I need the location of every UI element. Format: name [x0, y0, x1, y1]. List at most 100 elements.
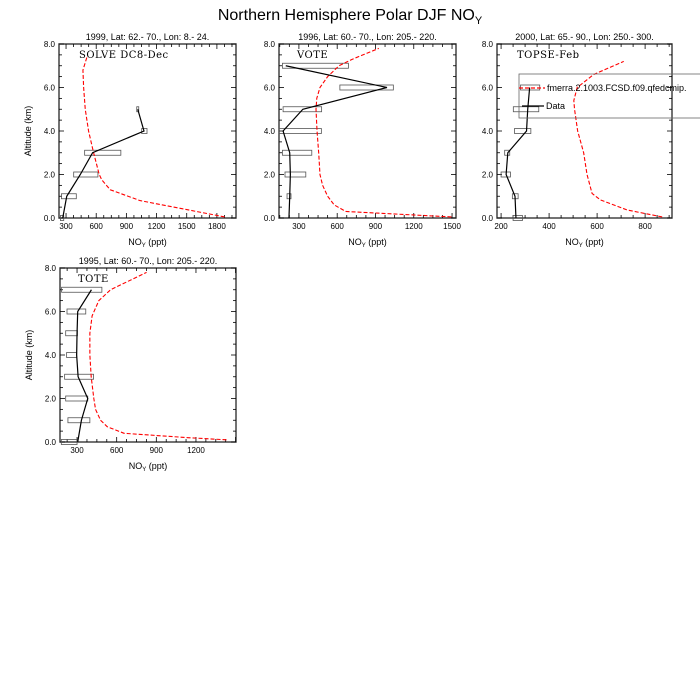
y-tick-label: 2.0	[44, 171, 56, 180]
panel-subtitle: 1999, Lat: 62.- 70., Lon: 8.- 24.	[86, 32, 210, 42]
panel-3: 2000, Lat: 65.- 90., Lon: 250.- 300.0.02…	[482, 32, 700, 249]
data-range-box	[512, 215, 523, 221]
y-tick-label: 2.0	[264, 171, 276, 180]
model-line	[89, 271, 227, 441]
x-tick-label: 600	[331, 222, 345, 231]
legend-box	[518, 73, 700, 119]
campaign-label: VOTE	[296, 50, 328, 61]
x-tick-label: 1500	[178, 222, 196, 231]
y-tick-label: 8.0	[264, 40, 276, 49]
data-line	[505, 87, 531, 219]
data-range-box	[67, 417, 91, 424]
data-range-box	[61, 193, 77, 200]
data-range-box	[136, 106, 140, 113]
y-tick-label: 2.0	[45, 395, 57, 404]
y-tick-label: 2.0	[482, 171, 494, 180]
data-range-box	[284, 171, 307, 178]
data-range-box	[282, 149, 313, 156]
legend-data-label: Data	[546, 101, 565, 111]
x-tick-label: 1500	[443, 222, 461, 231]
x-label-unit: (ppt)	[583, 237, 604, 247]
data-range-box	[282, 62, 349, 69]
panel-subtitle: 2000, Lat: 65.- 90., Lon: 250.- 300.	[515, 32, 654, 42]
x-tick-label: 1200	[148, 222, 166, 231]
data-line	[62, 109, 145, 219]
x-label-unit: (ppt)	[146, 461, 167, 471]
y-tick-label: 0.0	[482, 214, 494, 223]
campaign-label: TOPSE-Feb	[517, 50, 580, 61]
x-tick-label: 900	[369, 222, 383, 231]
campaign-label: TOTE	[78, 274, 109, 285]
x-label-unit: (ppt)	[146, 237, 167, 247]
y-axis-label: Altitude (km)	[24, 330, 34, 381]
y-tick-label: 8.0	[45, 264, 57, 273]
x-label-main: NO	[129, 461, 143, 471]
panel-1: 1999, Lat: 62.- 70., Lon: 8.- 24. 0.0 2.0 4…	[23, 32, 237, 249]
x-label-main: NO	[128, 237, 142, 247]
x-tick-label: 300	[292, 222, 306, 231]
x-tick-label: 200	[494, 222, 508, 231]
y-tick-label: 0.0	[264, 214, 276, 223]
y-tick-label: 6.0	[45, 308, 57, 317]
data-range-box	[84, 149, 122, 156]
panel-subtitle: 1995, Lat: 60.- 70., Lon: 205.- 220.	[79, 256, 218, 266]
x-label-main: NO	[348, 237, 362, 247]
data-range-box	[66, 352, 78, 358]
plot-frame	[58, 43, 237, 219]
y-tick-label: 0.0	[45, 438, 57, 447]
y-tick-label: 4.0	[44, 127, 56, 136]
y-tick-label: 4.0	[482, 127, 494, 136]
panel-subtitle: 1996, Lat: 60.- 70., Lon: 205.- 220.	[298, 32, 437, 42]
plot-frame	[496, 43, 673, 219]
y-tick-label: 0.0	[44, 214, 56, 223]
y-tick-label: 6.0	[44, 84, 56, 93]
x-tick-label: 300	[59, 222, 73, 231]
data-range-box	[65, 330, 78, 337]
x-label-sub: Y	[142, 467, 146, 473]
x-tick-label: 600	[110, 446, 124, 455]
legend: fmerra.2.1003.FCSD.f09.qfedcmip. Data	[518, 73, 700, 119]
panel-2: 1996, Lat: 60.- 70., Lon: 205.- 220. 0.0 2…	[264, 32, 462, 249]
data-range-box	[286, 193, 292, 200]
x-tick-label: 900	[150, 446, 164, 455]
data-range-box	[141, 128, 148, 134]
figure-title: Northern Hemisphere Polar DJF NOY	[218, 7, 483, 27]
y-tick-label: 4.0	[264, 127, 276, 136]
x-label-unit: (ppt)	[366, 237, 387, 247]
x-axis-label: NOY (ppt)	[348, 237, 387, 249]
x-label-sub: Y	[362, 243, 366, 249]
x-tick-label: 1200	[405, 222, 423, 231]
data-range-box	[65, 395, 89, 402]
model-line	[315, 47, 452, 218]
x-tick-label: 400	[542, 222, 556, 231]
model-line	[573, 60, 663, 218]
x-axis-label: NOY (ppt)	[128, 237, 167, 249]
plot-frame	[59, 267, 237, 443]
x-axis-label: NOY (ppt)	[565, 237, 604, 249]
data-range-box	[282, 106, 323, 113]
x-tick-label: 600	[590, 222, 604, 231]
model-line	[82, 56, 225, 218]
y-axis-label: Altitude (km)	[23, 106, 33, 157]
x-tick-label: 600	[90, 222, 104, 231]
x-axis-label: NOY (ppt)	[129, 461, 168, 473]
data-range-box	[61, 286, 103, 293]
y-tick-label: 6.0	[264, 84, 276, 93]
x-label-sub: Y	[579, 243, 583, 249]
campaign-label: SOLVE DC8-Dec	[79, 50, 169, 61]
legend-model-label: fmerra.2.1003.FCSD.f09.qfedcmip.	[547, 83, 687, 93]
data-range-box	[339, 84, 394, 91]
data-range-box	[60, 215, 65, 221]
x-tick-label: 300	[70, 446, 84, 455]
data-line	[76, 289, 92, 443]
y-tick-label: 4.0	[45, 351, 57, 360]
x-label-main: NO	[565, 237, 579, 247]
x-label-sub: Y	[142, 243, 146, 249]
data-line	[282, 65, 388, 219]
y-tick-label: 8.0	[44, 40, 56, 49]
x-tick-label: 800	[638, 222, 652, 231]
data-range-box	[66, 308, 87, 315]
y-tick-label: 8.0	[482, 40, 494, 49]
x-tick-label: 900	[120, 222, 134, 231]
